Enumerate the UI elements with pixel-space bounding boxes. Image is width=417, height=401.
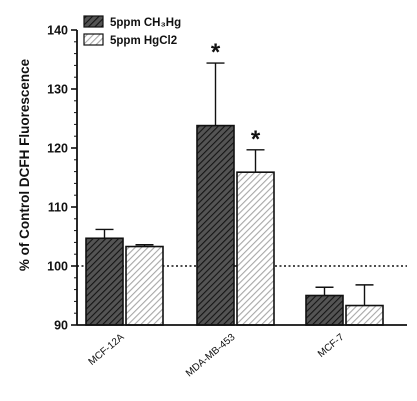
x-axis-labels: MCF-12A MDA-MB-453 MCF-7 (87, 332, 347, 380)
x-tick-label: MCF-12A (87, 332, 127, 368)
legend: 5ppm CH₃Hg 5ppm HgCl2 (83, 15, 181, 47)
y-tick-label: 110 (48, 201, 68, 215)
significance-marker: * (211, 39, 221, 66)
bar (125, 245, 164, 326)
y-axis-ticks: 90 100 110 120 130 140 (47, 24, 77, 333)
y-tick-label: 90 (54, 319, 68, 333)
y-axis-title: % of Control DCFH Fluorescence (17, 58, 32, 271)
bars: ** (85, 39, 384, 326)
y-tick-label: 140 (47, 24, 68, 38)
y-tick-label: 130 (47, 83, 68, 97)
bar (85, 237, 124, 326)
legend-label: 5ppm CH₃Hg (110, 17, 181, 29)
bar (305, 294, 344, 326)
legend-swatch (83, 15, 104, 28)
legend-swatch (83, 33, 104, 46)
y-tick-label: 120 (47, 142, 68, 156)
significance-marker: * (251, 126, 261, 153)
x-tick-label: MDA-MB-453 (184, 332, 238, 380)
bar (196, 124, 235, 326)
bar (345, 304, 384, 326)
legend-label: 5ppm HgCl2 (110, 35, 177, 47)
bar (236, 171, 275, 326)
x-tick-label: MCF-7 (316, 332, 347, 360)
y-tick-label: 100 (47, 260, 68, 274)
axes (76, 30, 407, 326)
